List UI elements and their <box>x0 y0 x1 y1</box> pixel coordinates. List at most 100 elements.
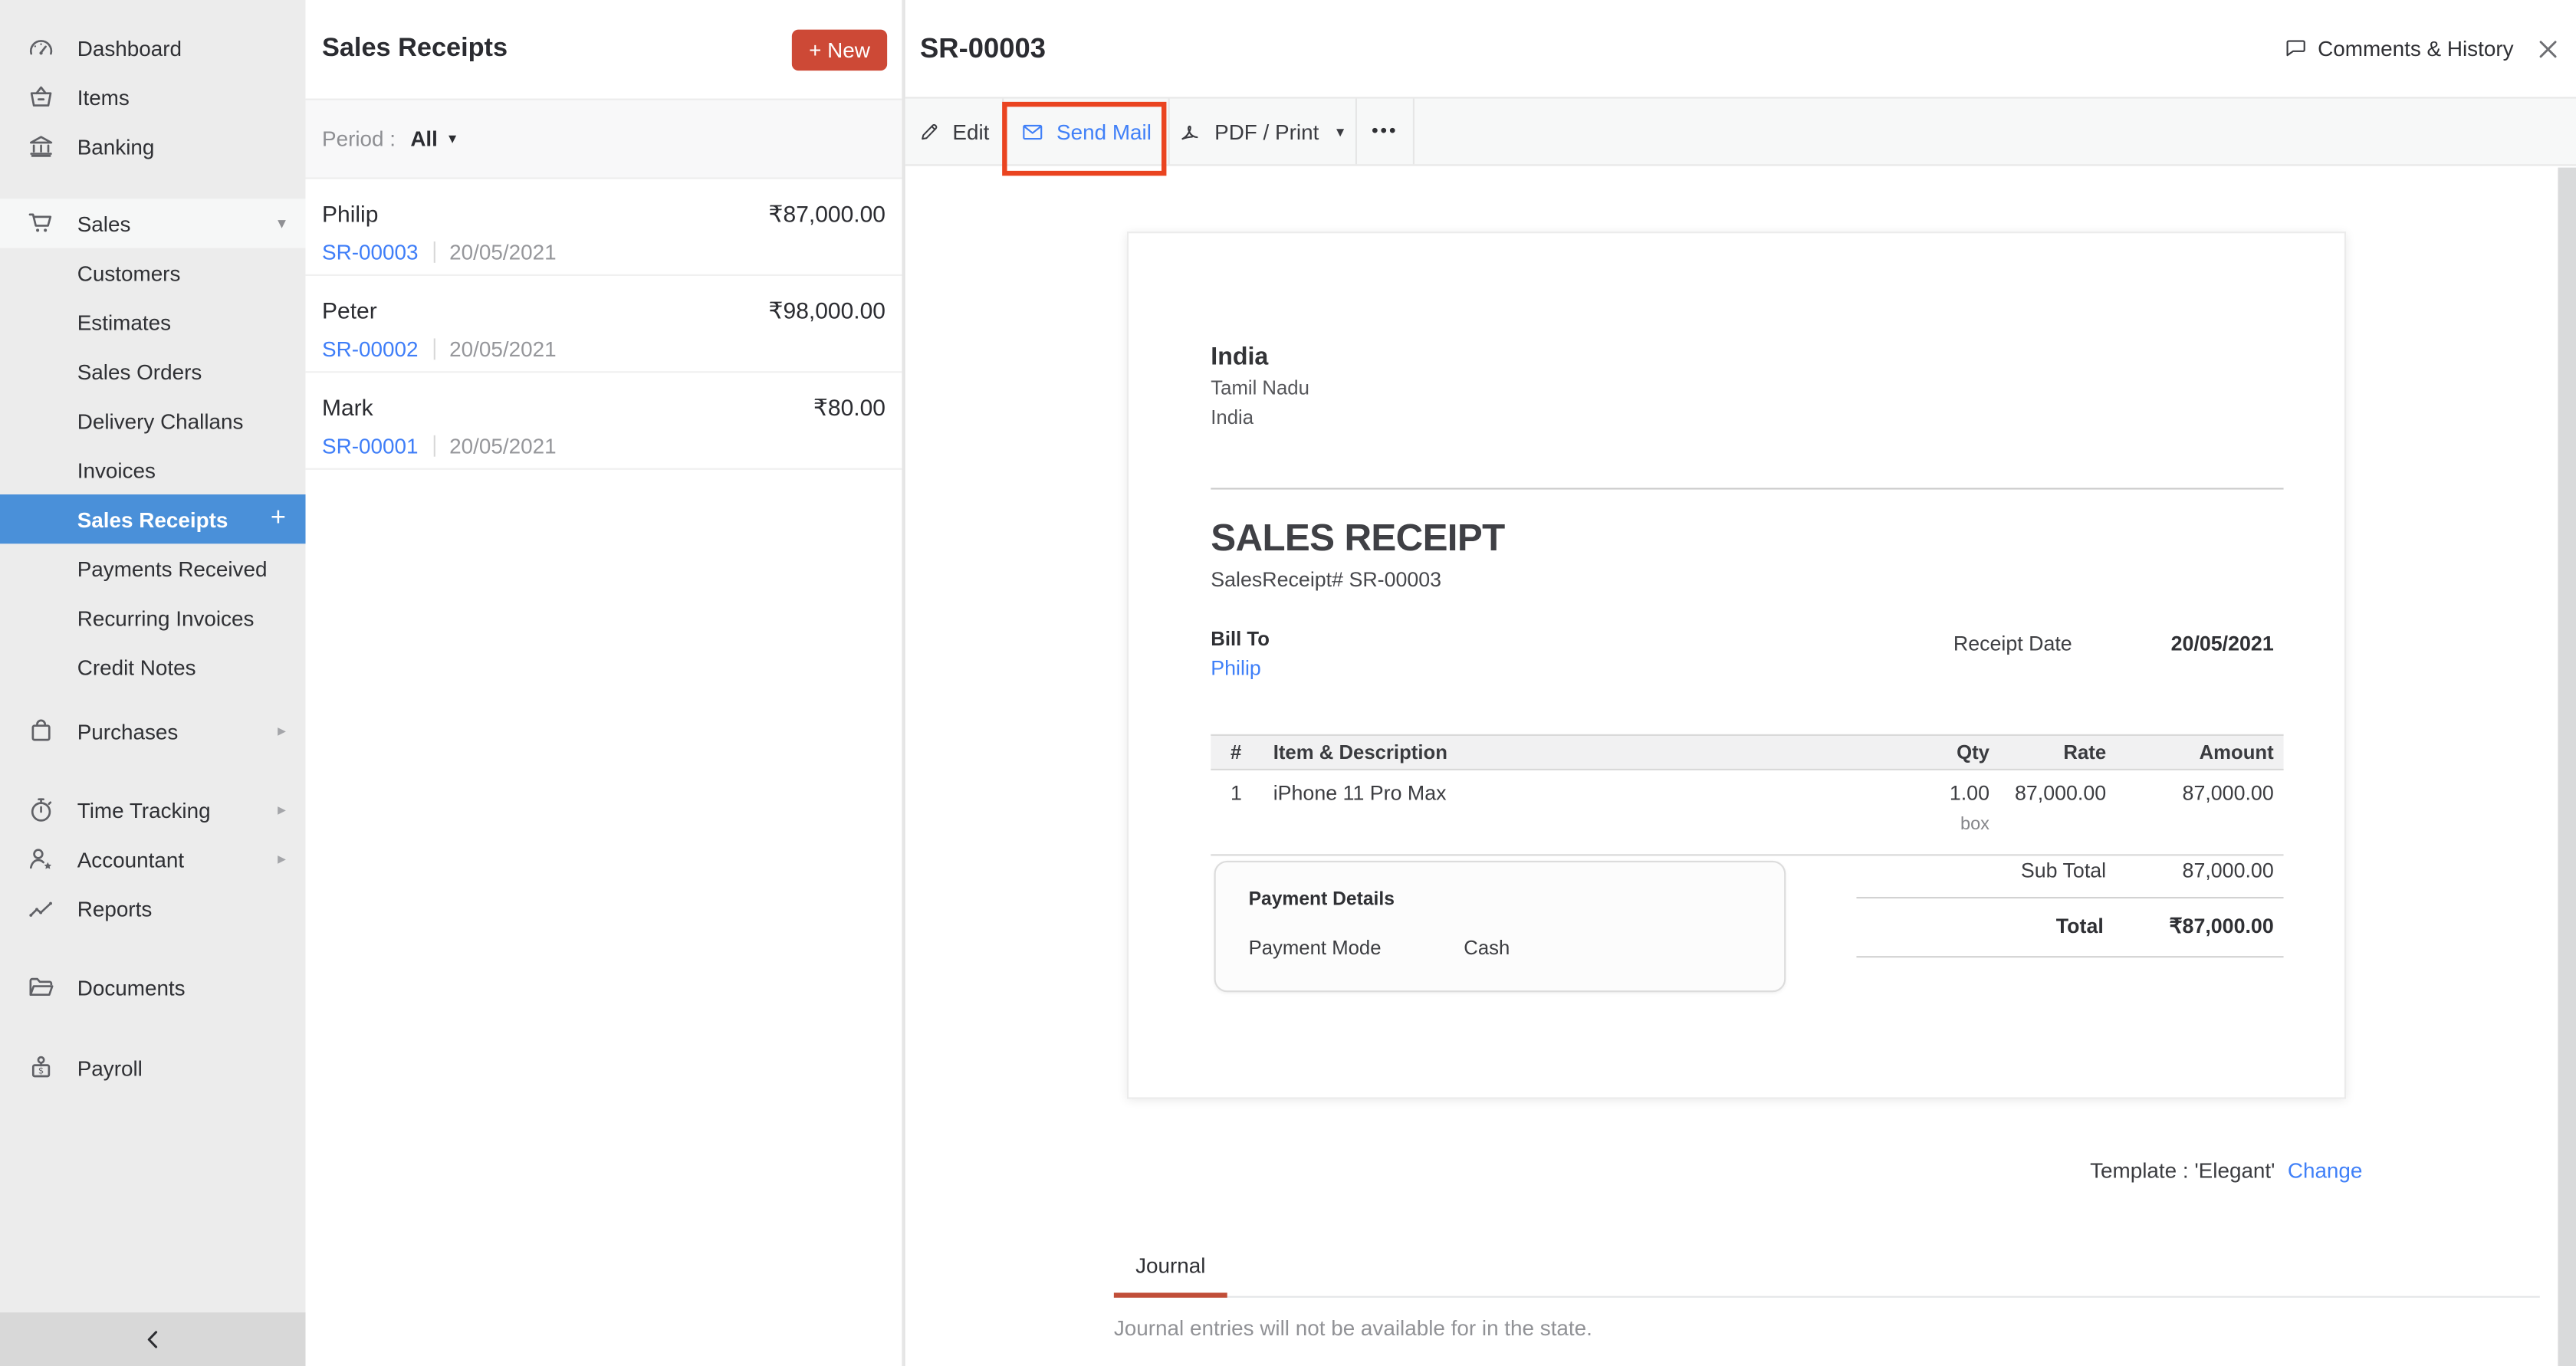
line-chart-icon <box>26 894 56 924</box>
receipt-date: 20/05/2021 <box>449 433 557 458</box>
vertical-scrollbar[interactable] <box>2558 167 2576 1366</box>
col-number: # <box>1230 740 1242 764</box>
org-name: India <box>1211 343 1269 372</box>
bill-to-customer-link[interactable]: Philip <box>1211 657 1261 681</box>
sidebar-item-sales-orders[interactable]: Sales Orders <box>0 346 306 396</box>
receipt-list-item[interactable]: Mark ₹80.00 SR-00001 20/05/2021 <box>305 373 902 470</box>
stopwatch-icon <box>26 795 56 825</box>
divider <box>432 338 435 360</box>
template-change-link[interactable]: Change <box>2287 1157 2363 1183</box>
bill-to-label: Bill To <box>1211 627 1270 651</box>
sidebar-item-purchases[interactable]: Purchases ▸ <box>0 706 306 755</box>
edit-label: Edit <box>952 119 990 144</box>
sidebar-item-label: Delivery Challans <box>77 408 244 433</box>
chevron-right-icon: ▸ <box>278 721 286 740</box>
edit-button[interactable]: Edit <box>905 99 1002 165</box>
sidebar-item-label: Sales <box>77 211 131 236</box>
sidebar-collapse-button[interactable] <box>0 1312 306 1366</box>
sidebar-item-items[interactable]: Items <box>0 72 306 121</box>
caret-down-icon: ▼ <box>1333 123 1347 140</box>
tab-rule <box>1113 1295 2540 1298</box>
person-star-icon <box>26 844 56 874</box>
sidebar-item-label: Invoices <box>77 457 156 482</box>
sidebar-item-delivery-challans[interactable]: Delivery Challans <box>0 396 306 445</box>
receipt-number-link[interactable]: SR-00003 <box>322 239 419 264</box>
sidebar-item-customers[interactable]: Customers <box>0 248 306 297</box>
close-icon <box>2539 40 2557 57</box>
period-filter-bar: Period : All ▼ <box>305 100 902 179</box>
cell-item: iPhone 11 Pro Max <box>1273 781 1447 805</box>
pdf-print-button[interactable]: PDF / Print ▼ <box>1170 99 1355 165</box>
receipt-date: 20/05/2021 <box>449 239 557 264</box>
total-label: Total <box>2055 914 2104 938</box>
sidebar-item-label: Payments Received <box>77 556 268 581</box>
sidebar-item-label: Purchases <box>77 718 179 744</box>
col-item-description: Item & Description <box>1273 740 1447 764</box>
sidebar-item-dashboard[interactable]: Dashboard <box>0 23 306 72</box>
more-actions-button[interactable]: ••• <box>1372 121 1398 142</box>
toolbar-divider <box>1412 98 1414 165</box>
receipt-date-label: Receipt Date <box>1953 632 2072 655</box>
cell-amount: 87,000.00 <box>2182 781 2274 805</box>
sidebar-item-sales-receipts[interactable]: Sales Receipts + <box>0 494 306 544</box>
template-label: Template : 'Elegant' <box>2090 1157 2275 1183</box>
qty-value: 1.00 <box>1949 781 1990 805</box>
sidebar-item-label: Dashboard <box>77 35 182 61</box>
sidebar-item-label: Payroll <box>77 1055 143 1080</box>
sidebar-item-payments-received[interactable]: Payments Received <box>0 543 306 593</box>
tab-journal[interactable]: Journal <box>1135 1253 1206 1279</box>
caret-down-icon: ▼ <box>445 131 459 146</box>
sidebar-item-sales[interactable]: Sales ▾ <box>0 199 306 248</box>
sidebar-item-time-tracking[interactable]: Time Tracking ▸ <box>0 785 306 834</box>
sidebar-item-label: Time Tracking <box>77 797 211 823</box>
chevron-left-icon <box>146 1331 157 1348</box>
sidebar-item-documents[interactable]: Documents <box>0 963 306 1012</box>
bank-icon <box>26 131 56 161</box>
sidebar-item-label: Accountant <box>77 846 185 872</box>
sidebar-item-accountant[interactable]: Accountant ▸ <box>0 835 306 884</box>
svg-text:$: $ <box>38 1066 44 1076</box>
period-selected-value: All <box>410 126 438 152</box>
line-items-table: # Item & Description Qty Rate Amount 1 i… <box>1211 734 2284 856</box>
toolbar-divider <box>1168 98 1170 165</box>
new-receipt-button[interactable]: + New <box>791 28 888 71</box>
sidebar-item-banking[interactable]: Banking <box>0 122 306 171</box>
send-mail-button-wrap: Send Mail <box>1002 99 1168 176</box>
payment-mode-value: Cash <box>1464 936 1510 960</box>
dashboard-icon <box>26 33 56 63</box>
customer-name: Peter <box>322 297 377 324</box>
folder-icon <box>26 973 56 1003</box>
sidebar-item-label: Banking <box>77 133 155 159</box>
divider <box>432 435 435 457</box>
receipt-number-link[interactable]: SR-00001 <box>322 433 419 458</box>
sidebar-item-estimates[interactable]: Estimates <box>0 297 306 346</box>
list-panel-header: Sales Receipts + New <box>305 0 902 100</box>
sidebar-item-credit-notes[interactable]: Credit Notes <box>0 642 306 691</box>
sidebar-item-invoices[interactable]: Invoices <box>0 445 306 494</box>
payroll-icon: $ <box>26 1053 56 1083</box>
document-title: SALES RECEIPT <box>1211 515 1505 559</box>
sidebar-item-reports[interactable]: Reports <box>0 884 306 933</box>
sidebar-item-recurring-invoices[interactable]: Recurring Invoices <box>0 593 306 642</box>
totals-block: Sub Total 87,000.00 Total ₹87,000.00 <box>1856 859 2284 958</box>
receipt-number-link[interactable]: SR-00002 <box>322 337 419 362</box>
sidebar-item-label: Estimates <box>77 309 172 335</box>
cell-number: 1 <box>1230 781 1242 805</box>
sidebar-item-payroll[interactable]: $ Payroll <box>0 1043 306 1092</box>
comments-history-label: Comments & History <box>2318 36 2514 61</box>
receipt-list-item[interactable]: Peter ₹98,000.00 SR-00002 20/05/2021 <box>305 276 902 373</box>
comments-history-button[interactable]: Comments & History <box>2283 36 2514 61</box>
receipt-detail-panel: SR-00003 Comments & History Edit Send Ma… <box>903 0 2576 1366</box>
envelope-icon <box>1023 123 1043 140</box>
plus-icon[interactable]: + <box>270 504 286 533</box>
close-button[interactable] <box>2535 35 2561 61</box>
send-mail-button[interactable]: Send Mail <box>1020 119 1152 144</box>
pdf-print-label: PDF / Print <box>1214 119 1319 144</box>
period-dropdown[interactable]: All ▼ <box>410 126 458 151</box>
receipt-title: SR-00003 <box>920 31 1046 64</box>
subtotal-label: Sub Total <box>2020 859 2107 882</box>
receipt-amount: ₹87,000.00 <box>768 200 886 227</box>
sidebar-item-label: Reports <box>77 895 153 921</box>
receipt-list-item[interactable]: Philip ₹87,000.00 SR-00003 20/05/2021 <box>305 179 902 276</box>
